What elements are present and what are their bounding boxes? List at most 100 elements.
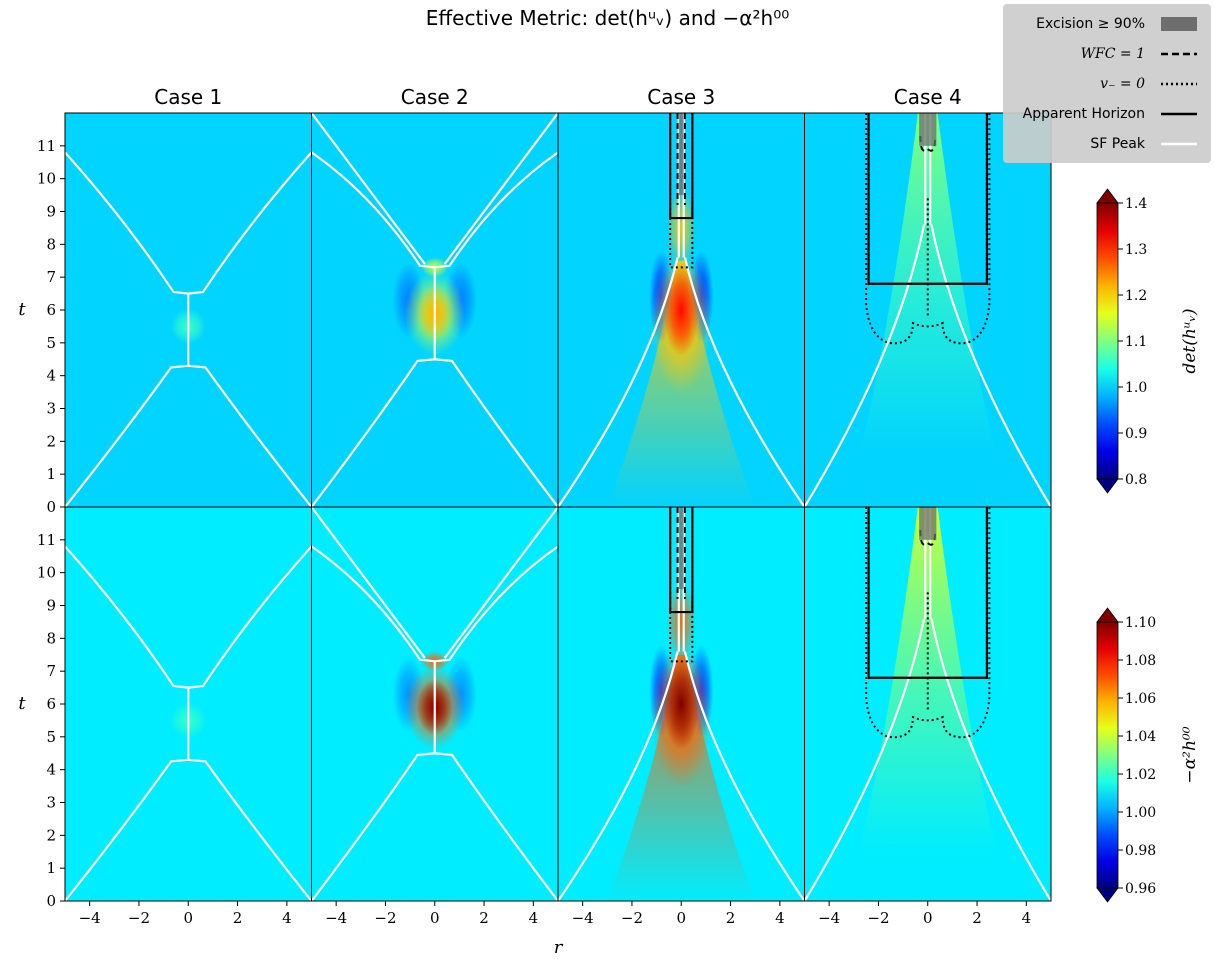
apparent-horizon [669,507,694,614]
sf-peak-curve [558,257,679,507]
y-tick-label: 8 [46,235,56,253]
panel-2-4 [804,507,1051,901]
colorbar-tick-label: 1.2 [1125,288,1147,304]
x-tick-label: −2 [374,909,396,927]
excision-region [919,507,937,540]
colorbar-tick-label: 1.00 [1125,805,1156,821]
y-axis-label: t [18,299,26,320]
colorbar-tick-label: 1.08 [1125,653,1156,669]
legend-swatch [1161,17,1197,31]
x-tick-label: −2 [867,909,889,927]
legend-label: SF Peak [1090,136,1145,152]
field-peak [663,658,700,750]
excision-region [919,113,937,146]
panel-2-3 [558,507,805,901]
y-tick-label: 0 [46,892,56,910]
field-cone [858,507,997,852]
excision-region [678,507,684,590]
y-tick-label: 9 [46,203,56,221]
x-tick-label: 2 [233,909,243,927]
y-tick-label: 2 [46,826,56,844]
legend-entry: v₋ = 0 [1003,72,1211,96]
colorbar-tick-label: 1.1 [1125,334,1147,350]
field-upper [667,187,696,268]
y-tick-label: 7 [46,268,56,286]
legend: Excision ≥ 90% WFC = 1 v₋ = 0 Apparent Hori… [1003,4,1211,163]
colorbar [1097,203,1118,479]
x-tick-label: 2 [972,909,982,927]
sf-peak-curve [804,224,926,507]
x-tick-label: −4 [325,909,347,927]
legend-entry: Excision ≥ 90% [1003,12,1211,36]
v-minus-contour [669,113,694,269]
colorbar-tick-label: 1.06 [1125,691,1156,707]
y-tick-label: 6 [46,301,56,319]
y-tick-label: 6 [46,695,56,713]
x-tick-label: 4 [775,909,785,927]
colorbar-tick-label: 1.10 [1125,615,1156,631]
colorbar-extend-max [1096,607,1119,623]
sf-peak-curve [65,151,312,295]
axes: Case 1 Case 2 Case 3 Case 401234567891011t−… [18,85,1052,958]
x-tick-label: 0 [676,909,686,927]
x-tick-label: 4 [1022,909,1032,927]
x-tick-label: −2 [128,909,150,927]
y-tick-label: 4 [46,761,56,779]
y-tick-label: 7 [46,662,56,680]
panel-1-4 [804,113,1051,507]
case-title: Case 3 [647,85,715,109]
colorbar-tick-label: 0.96 [1125,881,1156,897]
sf-peak-curve [65,364,312,507]
field-cone [858,113,997,458]
y-tick-label: 10 [37,564,56,582]
excision-region [678,113,684,196]
y-tick-label: 5 [46,334,56,352]
y-tick-label: 1 [46,859,56,877]
wfc-contour [676,113,686,205]
sf-peak-curve [683,257,805,507]
legend-entry: WFC = 1 [1003,42,1211,66]
colorbar-extend-min [1096,478,1119,494]
colorbar-tick-label: 0.98 [1125,843,1156,859]
y-tick-label: 3 [46,794,56,812]
colorbar-tick-label: 1.02 [1125,767,1156,783]
x-tick-label: 0 [183,909,193,927]
colorbars: 0.8 0.9 1.0 1.1 1.2 1.3 1.4 det(hᵘᵥ) 0.96 0.98 1.0… [1096,188,1200,903]
panel-1-3 [558,113,805,507]
panel-2-2 [311,507,558,901]
y-tick-label: 3 [46,400,56,418]
sf-peak-curve [930,224,1051,507]
y-tick-label: 2 [46,432,56,450]
panel-1-1 [65,113,312,507]
case-title: Case 1 [154,85,222,109]
case-title: Case 2 [401,85,469,109]
v-minus-contour [669,507,694,663]
x-tick-label: −2 [621,909,643,927]
x-tick-label: 0 [430,909,440,927]
sf-peak-curve [311,507,558,659]
y-tick-label: 11 [37,137,56,155]
apparent-horizon [867,113,989,285]
legend-swatch [1161,52,1197,56]
panel-1-2 [311,113,558,507]
x-tick-label: 4 [529,909,539,927]
y-tick-label: 0 [46,498,56,516]
sf-peak-curve [558,651,679,901]
v-minus-contour [865,507,991,739]
sf-peak-curve [65,545,312,689]
y-tick-label: 10 [37,170,56,188]
y-tick-label: 4 [46,367,56,385]
colorbar-extend-max [1096,188,1119,204]
sf-peak-curve [804,618,926,901]
x-tick-label: −4 [818,909,840,927]
legend-swatch [1161,82,1197,86]
x-tick-label: 4 [282,909,292,927]
field-upper [667,581,696,662]
colorbar-label: −α²h⁰⁰ [1180,726,1200,783]
x-tick-label: 0 [923,909,933,927]
panel-2-1 [65,507,312,901]
v-minus-contour [865,113,991,345]
apparent-horizon [867,507,989,679]
colorbar-tick-label: 1.3 [1125,242,1147,258]
